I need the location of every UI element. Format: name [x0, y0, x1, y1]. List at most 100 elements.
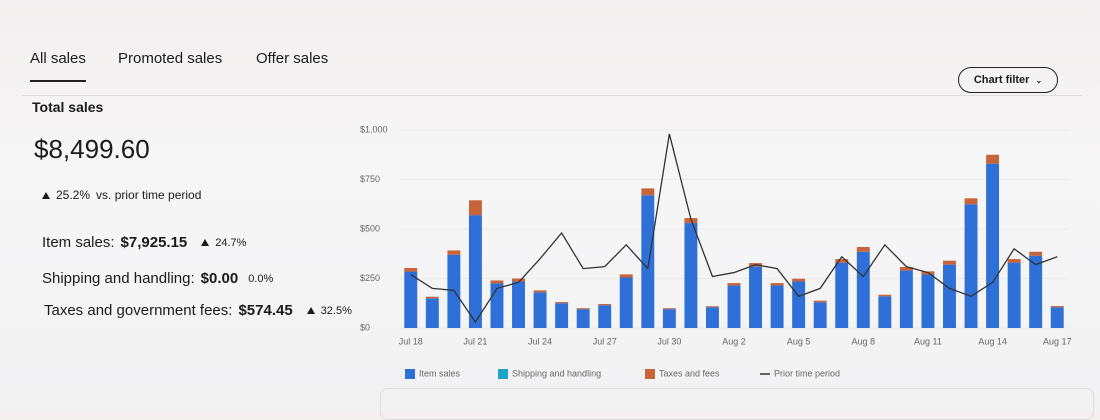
bar-segment [468, 200, 482, 216]
legend-swatch [498, 369, 508, 379]
x-tick-label: Jul 27 [593, 336, 617, 346]
bar-segment [835, 262, 849, 328]
row-value: $7,925.15 [120, 234, 188, 251]
x-tick-label: Jul 18 [399, 336, 423, 346]
x-tick-label: Aug 17 [1043, 336, 1072, 346]
bar-segment [705, 306, 719, 308]
bar-segment [619, 274, 633, 278]
bar-segment [1050, 307, 1064, 328]
bar-segment [1029, 251, 1043, 256]
bar-segment [1050, 306, 1064, 308]
bar-segment [813, 302, 827, 328]
bar-segment [619, 277, 633, 328]
bar-segment [1029, 255, 1043, 328]
chevron: ⌄ [1035, 75, 1043, 85]
change-note: vs. prior time period [96, 188, 202, 202]
bar-segment [878, 296, 892, 328]
bar-segment [792, 281, 806, 328]
bar-segment [404, 271, 418, 328]
bar-segment [921, 274, 935, 328]
bar-segment [986, 163, 1000, 328]
row-value: $0.00 [200, 270, 239, 287]
row-value: $574.45 [238, 302, 293, 319]
tab[interactable]: Promoted sales [118, 50, 223, 67]
bar-segment [964, 204, 978, 328]
y-tick-label: $750 [360, 174, 380, 184]
bar-segment [856, 251, 870, 328]
bar-segment [878, 294, 892, 297]
row-label: Shipping and handling: [42, 270, 195, 287]
row-change: 0.0% [248, 272, 274, 285]
up-arrow [306, 307, 315, 314]
bar-segment [727, 283, 741, 286]
bar-segment [576, 309, 590, 328]
bar-segment [943, 264, 956, 328]
bar-segment [964, 198, 978, 205]
bar-segment [749, 266, 763, 328]
bar-segment [662, 309, 676, 328]
tab-underline [30, 80, 86, 82]
bar-segment [447, 250, 461, 255]
bar-segment [425, 298, 439, 328]
chart: $0 $250 $500 $750 $1,000 Jul 18 Jul 21 Jul 24 Ju… [360, 124, 1072, 379]
bar-segment [705, 307, 719, 328]
tab[interactable]: All sales [30, 50, 86, 67]
chart-filter-button[interactable]: Chart filter ⌄ [958, 67, 1058, 93]
bar-segment [641, 188, 655, 196]
bar-segment [512, 281, 525, 328]
x-tick-label: Aug 5 [787, 336, 811, 346]
x-tick-label: Aug 2 [722, 336, 746, 346]
total-sales: $8,499.60 [34, 134, 150, 164]
bar-segment [425, 296, 439, 299]
legend-label: Taxes and fees [659, 368, 720, 378]
y-tick-label: $1,000 [360, 124, 388, 134]
bar-segment [555, 303, 569, 328]
line-series [410, 133, 1058, 324]
bar-segment [899, 267, 913, 271]
bar-segment [404, 268, 418, 272]
y-tick-label: $500 [360, 223, 380, 233]
bar-segment [555, 302, 569, 304]
x-tick-label: Jul 30 [657, 336, 681, 346]
bar-segment [899, 270, 913, 328]
bar-segment [598, 305, 612, 328]
bar-segment [533, 290, 547, 293]
legend-label: Item sales [419, 368, 461, 378]
tab[interactable]: Offer sales [256, 50, 329, 67]
bar-segment [1007, 259, 1021, 263]
divider [22, 95, 1082, 96]
x-tick-label: Jul 24 [528, 336, 552, 346]
bar-segment [727, 285, 741, 328]
card-edge [380, 388, 1094, 420]
bar-segment [792, 278, 806, 282]
up-arrow [201, 239, 210, 246]
y-tick-label: $0 [360, 322, 370, 332]
total-change: 25.2% [56, 188, 91, 202]
bar-segment [641, 195, 655, 328]
x-tick-label: Aug 8 [852, 336, 876, 346]
summary-title: Total sales [32, 99, 104, 115]
bar-segment [533, 292, 547, 328]
x-tick-label: Aug 14 [978, 336, 1007, 346]
x-tick-label: Aug 11 [914, 336, 942, 346]
row-change: 32.5% [320, 304, 352, 317]
row-label: Item sales: [42, 234, 115, 251]
bar-segment [835, 259, 849, 263]
bar-segment [1007, 262, 1021, 328]
bar-segment [490, 283, 504, 328]
y-tick-label: $250 [360, 273, 380, 283]
bar-segment [770, 285, 784, 328]
legend-label: Prior time period [774, 368, 840, 378]
bar-segment [943, 260, 956, 265]
bar-segment [576, 308, 590, 310]
bar-segment [662, 308, 676, 310]
bar-segment [986, 154, 1000, 164]
bar-segment [856, 247, 870, 252]
bar-segment [684, 223, 698, 328]
bar-segment [813, 300, 827, 303]
bar-segment [598, 304, 612, 306]
legend-swatch [405, 369, 415, 379]
bar-segment [512, 278, 525, 282]
bar-segment [770, 283, 784, 286]
